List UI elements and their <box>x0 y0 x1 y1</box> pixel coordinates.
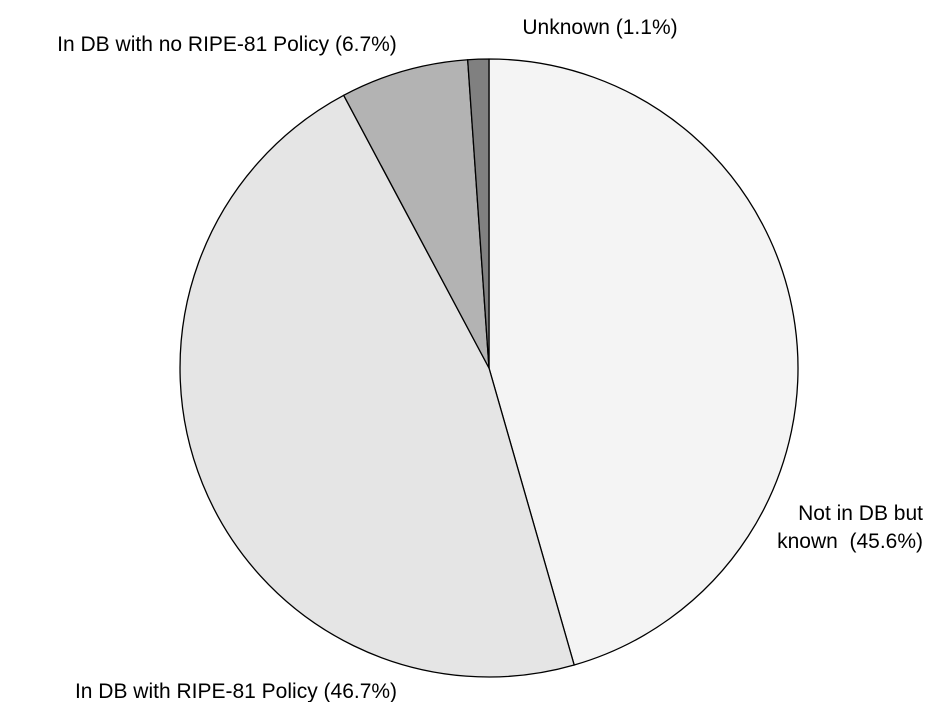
pie-slice-unknown <box>467 58 490 369</box>
pie-label-line: Not in DB but <box>798 502 923 525</box>
pie-slice-not-in-db-but-known <box>488 58 799 666</box>
pie-label-not-in-db-but-known: Not in DB but known (45.6%) <box>777 502 923 553</box>
pie-slice-in-db-with-no-ripe-81-policy <box>343 59 490 369</box>
pie-label-in-db-with-ripe-81-policy: In DB with RIPE-81 Policy (46.7%) <box>75 680 397 702</box>
pie-label-line: Unknown (1.1%) <box>522 16 677 39</box>
pie-slice-in-db-with-ripe-81-policy <box>179 94 575 678</box>
pie-label-in-db-with-no-ripe-81-policy: In DB with no RIPE-81 Policy (6.7%) <box>57 33 397 56</box>
pie-label-line: In DB with no RIPE-81 Policy (6.7%) <box>57 33 397 56</box>
pie-label-line: known (45.6%) <box>777 530 923 553</box>
pie-labels: Not in DB but known (45.6%) In DB with RIP… <box>57 16 923 702</box>
pie-label-unknown: Unknown (1.1%) <box>522 16 677 39</box>
pie-slices <box>179 58 799 678</box>
pie-label-line: In DB with RIPE-81 Policy (46.7%) <box>75 680 397 702</box>
